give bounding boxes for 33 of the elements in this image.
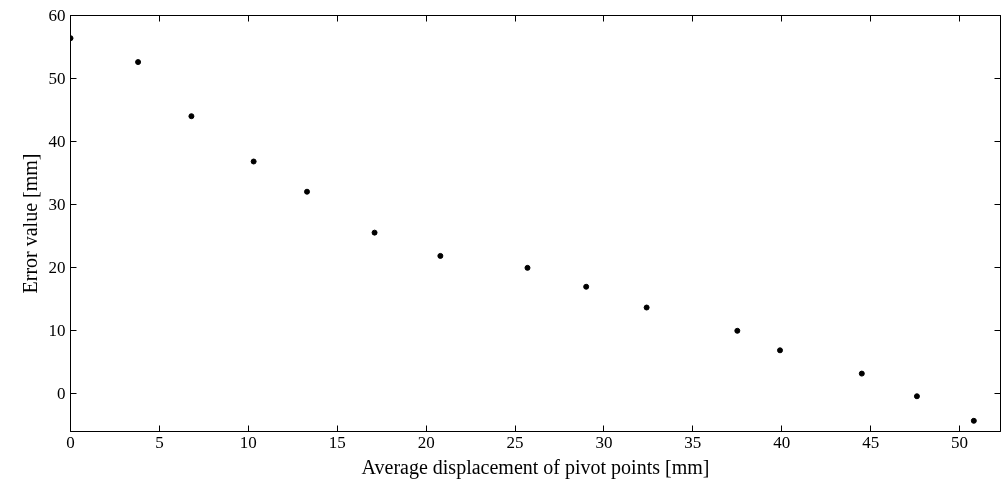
- x-tick-label: 15: [328, 432, 346, 452]
- point: [250, 158, 257, 165]
- point: [970, 417, 977, 424]
- point: [734, 327, 741, 334]
- y-tick-label: 0: [57, 383, 66, 403]
- point: [913, 393, 920, 400]
- x-tick-label: 5: [155, 432, 164, 452]
- point: [304, 188, 310, 195]
- y-tick-label: 20: [48, 257, 66, 277]
- x-tick-label: 35: [684, 432, 702, 452]
- y-tick-label: 40: [48, 131, 66, 151]
- y-axis-title: Error value [mm]: [18, 153, 41, 294]
- x-tick-label: 30: [595, 432, 613, 452]
- point: [858, 370, 865, 377]
- x-tick-label: 25: [506, 432, 524, 452]
- y-tick-label: 10: [48, 320, 66, 340]
- x-tick-label: 45: [862, 432, 880, 452]
- y-tick-label: 50: [48, 68, 66, 88]
- point: [437, 252, 444, 259]
- point: [643, 304, 650, 311]
- point: [188, 113, 195, 120]
- x-tick-label: 50: [951, 432, 969, 452]
- point: [135, 59, 142, 66]
- y-tick-label: 60: [48, 6, 66, 25]
- point: [371, 229, 378, 236]
- x-tick-label: 40: [773, 432, 791, 452]
- x-tick-label: 10: [239, 432, 257, 452]
- x-axis-title: Average displacement of pivot points [mm]: [361, 455, 710, 479]
- y-tick-label: 30: [48, 194, 66, 214]
- point: [583, 283, 590, 290]
- point: [524, 264, 531, 271]
- point: [777, 347, 783, 354]
- x-tick-label: 20: [417, 432, 435, 452]
